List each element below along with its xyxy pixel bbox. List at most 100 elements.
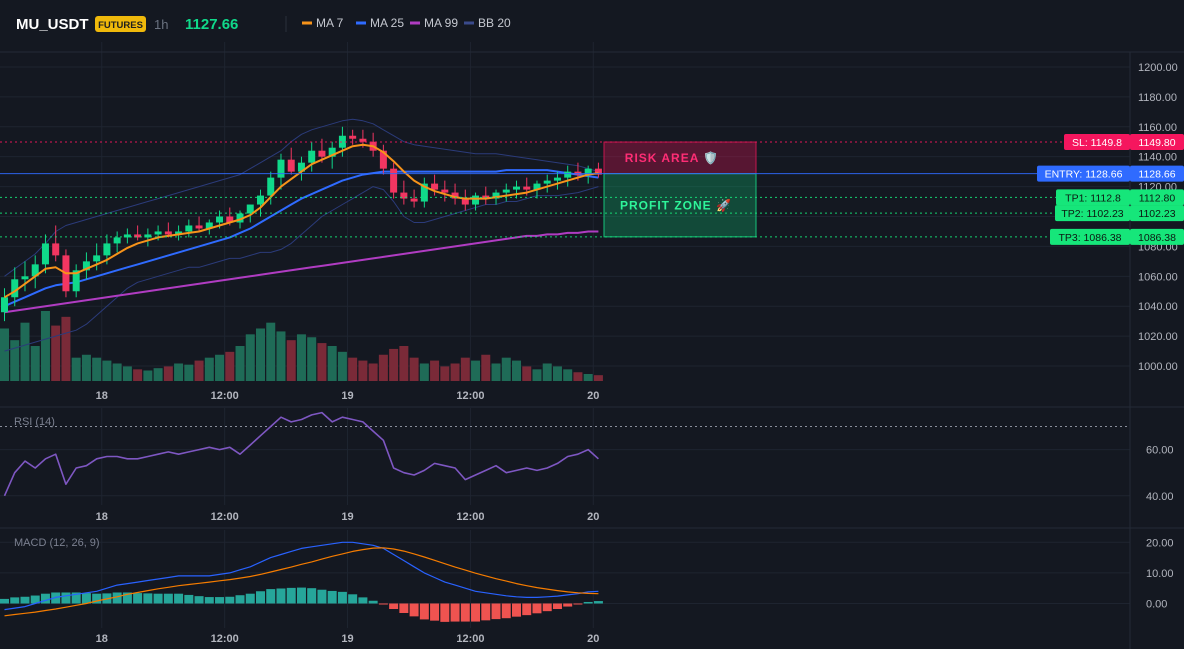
volume-bar [337,351,347,381]
candle-body [134,234,142,238]
tp2-level-tag-bg [1055,205,1130,222]
volume-bar [30,346,40,381]
volume-bar [40,311,50,381]
volume-bar [143,370,153,381]
candle-body [195,225,203,229]
time-tick-label: 18 [96,390,108,402]
macd-histogram-bar [61,592,71,604]
candle-body [21,276,29,280]
macd-histogram-bar [419,603,429,620]
macd-histogram-bar [409,603,419,617]
tp1-level-tag-bg [1056,189,1130,206]
macd-histogram-bar [266,589,276,604]
macd-signal-line [4,547,599,617]
candle-body [205,222,213,229]
macd-histogram-bar [348,594,358,604]
candle-body [52,243,60,256]
interval-label[interactable]: 1h [154,17,168,32]
macd-histogram-bar [296,587,306,604]
volume-bar [317,343,327,381]
rsi-title: RSI (14) [14,416,55,428]
candle-body [502,189,510,193]
candle-body [93,255,101,262]
macd-tick-label: 0.00 [1146,599,1167,611]
volume-bar [204,357,214,381]
sl-level-tag-bg [1064,134,1130,151]
legend-label-2: MA 99 [424,16,458,30]
profit-zone [603,173,757,238]
volume-bar [81,354,91,381]
price-pane[interactable] [0,118,603,381]
candle-body [287,159,295,172]
time-tick-label: 19 [341,390,353,402]
macd-line [4,541,599,611]
entry-level-axis-tag: 1128.66 [1138,169,1175,181]
macd-histogram-bar [522,603,532,616]
volume-bar [327,346,337,381]
volume-bar [532,369,542,381]
macd-histogram-bar [256,591,265,604]
candle-body [72,270,80,292]
macd-histogram-bar [573,603,583,605]
volume-bar [61,316,71,381]
futures-badge: FUTURES [98,20,143,31]
macd-histogram-bar [174,593,184,604]
volume-bar [174,363,184,381]
volume-bar [450,363,460,381]
volume-bar [92,357,102,381]
volume-bar [286,340,296,381]
macd-histogram-bar [368,600,378,604]
macd-histogram-bar [317,589,327,604]
candle-body [451,192,459,199]
legend-label-0: MA 7 [316,16,344,30]
profit-zone-label: PROFIT ZONE 🚀 [620,198,732,212]
macd-histogram-bar [245,593,255,604]
time-tick-label: 12:00 [211,633,239,645]
tp3-level-tag: TP3: 1086.38 [1058,232,1121,244]
macd-histogram-bar [358,597,368,604]
ma25-line [4,169,599,308]
candle-body [123,234,131,238]
price-tick-label: 1040.00 [1138,301,1178,313]
candle-body [236,213,244,223]
macd-histogram-bar [460,603,470,622]
time-tick-label: 12:00 [211,511,239,523]
volume-bar [112,363,122,381]
volume-bar [0,328,9,381]
macd-histogram-bar [184,594,194,604]
volume-bar [256,328,265,381]
candle-body [318,150,326,157]
tp2-level-axis-tag-bg [1130,205,1184,222]
symbol-name[interactable]: MU_USDT [16,16,89,33]
macd-tick-label: 10.00 [1146,568,1174,580]
macd-histogram-bar [133,593,143,604]
rsi-pane[interactable]: RSI (14) [0,411,1130,497]
entry-level-axis-tag-bg [1130,165,1184,182]
candle-body [492,192,500,199]
legend-label-1: MA 25 [370,16,404,30]
candle-body [523,186,531,190]
candle-body [175,231,183,235]
candle-body [420,183,428,202]
macd-pane[interactable]: MACD (12, 26, 9) [0,537,603,622]
macd-histogram-bar [163,593,173,604]
volume-bar [51,325,61,381]
macd-histogram-bar [204,597,214,604]
sl-level-axis-tag-bg [1130,134,1184,151]
macd-histogram-bar [10,597,20,604]
candle-body [400,192,408,199]
candle-body [226,216,234,223]
ma7-line [3,143,599,299]
volume-bar [522,366,532,381]
candle-body [1,297,8,313]
candle-body [553,177,561,181]
candle-body [441,189,449,193]
candle-body [513,186,520,190]
candle-body [574,171,582,175]
volume-bar [20,322,30,381]
volume-bar [440,366,450,381]
time-tick-label: 12:00 [456,390,484,402]
macd-histogram-bar [481,603,491,621]
